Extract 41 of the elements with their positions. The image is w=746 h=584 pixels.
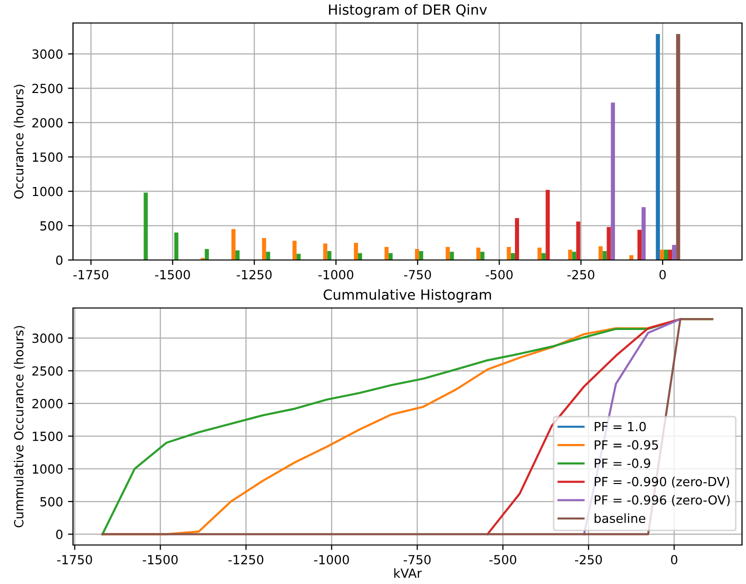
x-tick-label: -1500 [142, 554, 178, 564]
y-tick-label: 500 [40, 221, 62, 231]
y-tick-label: 3000 [32, 334, 62, 343]
x-tick-label: -500 [489, 554, 516, 564]
x-tick-label: -500 [486, 270, 513, 280]
x-tick-label: -250 [567, 270, 594, 280]
x-axis-title: kVAr [394, 568, 422, 578]
legend-label: PF = -0.996 (zero-OV) [594, 495, 730, 506]
legend-label: PF = -0.9 [594, 458, 650, 468]
y-axis-title: Occurance (hours) [14, 84, 25, 199]
legend-label: PF = -0.990 (zero-DV) [594, 476, 730, 488]
legend-label: PF = -0.95 [594, 440, 658, 450]
legend-label: baseline [594, 513, 646, 524]
chart-title: Cummulative Histogram [324, 289, 491, 303]
y-tick-label: 2500 [32, 366, 62, 376]
y-tick-label: 2000 [32, 118, 62, 128]
x-tick-label: 0 [659, 270, 666, 280]
x-tick-label: -1000 [318, 270, 354, 280]
x-tick-label: -1000 [314, 554, 349, 564]
chart-title: Histogram of DER Qinv [329, 4, 487, 18]
x-tick-label: -1500 [155, 270, 190, 280]
y-tick-label: 2500 [32, 84, 62, 94]
x-tick-label: -750 [404, 554, 431, 564]
y-tick-label: 1500 [32, 432, 62, 442]
y-tick-label: 0 [56, 255, 62, 265]
y-tick-label: 1500 [32, 152, 62, 162]
x-tick-label: -1750 [73, 270, 108, 280]
x-tick-label: -250 [574, 554, 602, 564]
y-tick-label: 2000 [32, 398, 62, 408]
y-axis-title: Cummulative Occurance (hours) [14, 326, 25, 528]
x-tick-label: -1250 [236, 270, 272, 280]
y-tick-label: 0 [56, 530, 62, 540]
y-tick-label: 1000 [32, 186, 62, 196]
y-tick-label: 3000 [32, 49, 62, 59]
x-tick-label: 0 [671, 554, 678, 564]
y-tick-label: 500 [40, 496, 62, 506]
x-tick-label: -1250 [228, 554, 264, 564]
x-tick-label: -1750 [57, 554, 92, 564]
x-tick-label: -750 [404, 270, 431, 280]
y-tick-label: 1000 [32, 464, 62, 474]
legend-label: PF = 1.0 [594, 422, 646, 432]
